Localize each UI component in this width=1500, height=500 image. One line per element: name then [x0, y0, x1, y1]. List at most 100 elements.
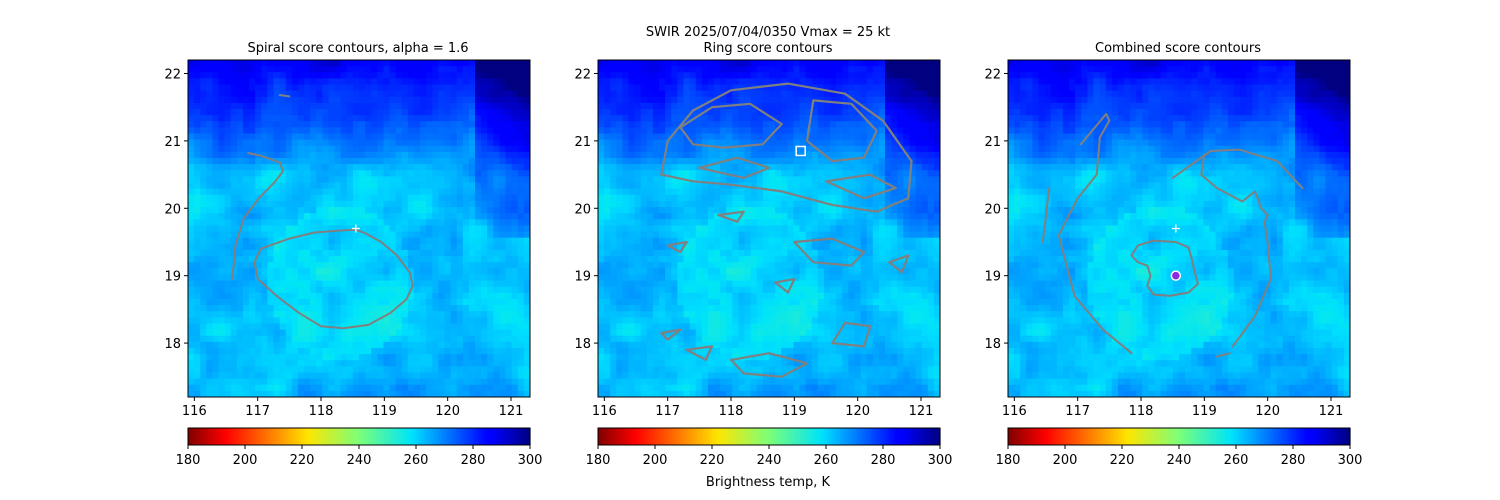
x-tick-label: 116	[1002, 404, 1027, 419]
colorbar-tick-label: 260	[404, 453, 429, 468]
x-tick-label: 117	[655, 404, 680, 419]
colorbar-tick-label: 220	[1110, 453, 1135, 468]
contour-group	[231, 94, 414, 330]
figure-suptitle: SWIR 2025/07/04/0350 Vmax = 25 kt	[646, 25, 890, 40]
colorbar-label: Brightness temp, K	[706, 475, 831, 490]
y-tick-label: 21	[574, 135, 591, 150]
colorbar: 180 200 220 240 260 280 300	[996, 427, 1363, 468]
y-tick-label: 18	[164, 337, 181, 352]
contour-line	[1041, 187, 1051, 243]
y-tick-label: 22	[984, 67, 1001, 82]
y-tick-label: 19	[164, 270, 181, 285]
contour-line	[793, 237, 866, 267]
y-tick-label: 19	[574, 270, 591, 285]
colorbar-tick-label: 280	[871, 453, 896, 468]
contour-line	[1200, 153, 1272, 348]
colorbar-tick-label: 240	[1167, 453, 1192, 468]
contour-line	[278, 94, 291, 98]
contour-line	[824, 173, 897, 200]
colorbar-tick-label: 300	[1338, 453, 1363, 468]
colorbar-tick-label: 280	[1281, 453, 1306, 468]
colorbar-tick-label: 200	[643, 453, 668, 468]
subplot-3: 116 117 118 119 120 121 18 19 20 21 22 180 200 220 240…	[984, 59, 1363, 468]
y-tick-label: 20	[984, 202, 1001, 217]
y-tick-label: 22	[574, 67, 591, 82]
subplot-1: 116 117 118 119 120 121 18 19 20 21 22 180 200 220 240…	[164, 59, 543, 468]
x-tick-label: 116	[182, 404, 207, 419]
x-tick-label: 118	[309, 404, 334, 419]
contour-line	[729, 352, 809, 378]
colorbar: 180 200 220 240 260 280 300	[176, 427, 543, 468]
contour-line	[888, 254, 910, 274]
colorbar-tick-label: 240	[757, 453, 782, 468]
axes-frame	[187, 59, 531, 398]
x-tick-label: 116	[592, 404, 617, 419]
y-tick-label: 20	[574, 202, 591, 217]
contour-line	[685, 345, 714, 361]
x-tick-label: 118	[1129, 404, 1154, 419]
colorbar-tick-label: 180	[996, 453, 1021, 468]
axes-frame	[1007, 59, 1351, 398]
x-tick-label: 119	[1192, 404, 1217, 419]
colorbar-tick-label: 220	[290, 453, 315, 468]
center-marker	[1170, 270, 1182, 281]
contour-line	[698, 156, 771, 179]
contour-line	[1216, 352, 1231, 358]
plus-marker	[351, 224, 360, 233]
contour-line	[717, 210, 745, 223]
x-tick-label: 118	[719, 404, 744, 419]
colorbar-tick-label: 220	[700, 453, 725, 468]
x-tick-label: 121	[909, 404, 934, 419]
x-tick-label: 119	[372, 404, 397, 419]
colorbar-tick-label: 200	[1053, 453, 1078, 468]
plus-marker	[1171, 224, 1180, 233]
x-tick-label: 120	[435, 404, 460, 419]
subplot-1-title: Spiral score contours, alpha = 1.6	[247, 41, 468, 56]
heatmap-field	[1008, 60, 1350, 397]
contour-line	[1171, 148, 1304, 190]
contour-line	[774, 278, 796, 294]
x-tick-label: 117	[1065, 404, 1090, 419]
colorbar-tick-label: 260	[1224, 453, 1249, 468]
contour-line	[1057, 112, 1133, 355]
subplot-3-title: Combined score contours	[1095, 41, 1261, 56]
contour-line	[679, 102, 783, 149]
colorbar-tick-label: 300	[928, 453, 953, 468]
heatmap-field	[188, 60, 530, 397]
contour-group	[660, 82, 913, 378]
panels: 116 117 118 119 120 121 18 19 20 21 22 180 200 220 240…	[164, 59, 1363, 468]
x-tick-label: 117	[245, 404, 270, 419]
colorbar-tick-label: 300	[518, 453, 543, 468]
y-tick-label: 21	[164, 135, 181, 150]
colorbar-tick-label: 200	[233, 453, 258, 468]
heatmap-field	[598, 60, 940, 397]
y-tick-label: 18	[984, 337, 1001, 352]
x-tick-label: 119	[782, 404, 807, 419]
contour-line	[660, 82, 913, 213]
y-tick-label: 21	[984, 135, 1001, 150]
subplot-2: 116 117 118 119 120 121 18 19 20 21 22 180 200 220 240…	[574, 59, 953, 468]
contour-line	[231, 152, 284, 281]
contour-line	[831, 321, 872, 348]
colorbar-tick-label: 180	[176, 453, 201, 468]
figure-suptitle-line2: Ring score contours	[703, 41, 832, 56]
square-marker	[795, 145, 806, 157]
y-tick-label: 19	[984, 270, 1001, 285]
colorbar-tick-label: 260	[814, 453, 839, 468]
x-tick-label: 120	[845, 404, 870, 419]
contour-line	[253, 228, 414, 330]
colorbar-tick-label: 240	[347, 453, 372, 468]
x-tick-label: 120	[1255, 404, 1280, 419]
contour-line	[805, 99, 878, 163]
y-tick-label: 18	[574, 337, 591, 352]
contour-line	[666, 240, 688, 254]
x-tick-label: 121	[499, 404, 524, 419]
contour-line	[660, 328, 682, 341]
colorbar: 180 200 220 240 260 280 300	[586, 427, 953, 468]
y-tick-label: 22	[164, 67, 181, 82]
axes-frame	[597, 59, 941, 398]
contour-group	[1041, 112, 1304, 358]
contour-line	[1130, 239, 1199, 297]
colorbar-tick-label: 280	[461, 453, 486, 468]
